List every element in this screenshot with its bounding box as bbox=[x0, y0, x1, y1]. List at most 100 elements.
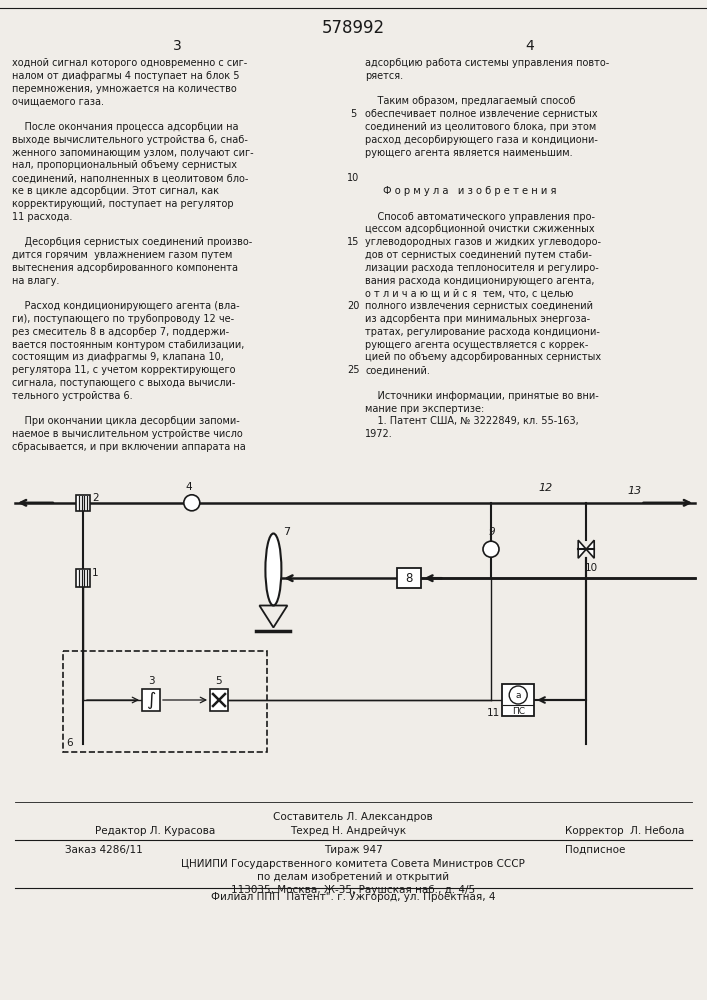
Text: цессом адсорбционной очистки сжиженных: цессом адсорбционной очистки сжиженных bbox=[365, 224, 595, 234]
Text: Заказ 4286/11: Заказ 4286/11 bbox=[65, 845, 143, 855]
Text: рующего агента осуществляется с коррек-: рующего агента осуществляется с коррек- bbox=[365, 340, 588, 350]
Text: вытеснения адсорбированного компонента: вытеснения адсорбированного компонента bbox=[12, 263, 238, 273]
Text: 2: 2 bbox=[92, 493, 98, 503]
Text: расход десорбирующего газа и кондициони-: расход десорбирующего газа и кондициони- bbox=[365, 135, 598, 145]
Text: 8: 8 bbox=[406, 572, 413, 585]
Text: дится горячим  увлажнением газом путем: дится горячим увлажнением газом путем bbox=[12, 250, 233, 260]
Text: 3: 3 bbox=[173, 39, 182, 53]
Text: 11 расхода.: 11 расхода. bbox=[12, 212, 72, 222]
Bar bbox=[142, 689, 160, 711]
Text: тельного устройства 6.: тельного устройства 6. bbox=[12, 391, 133, 401]
Text: 20: 20 bbox=[347, 301, 359, 311]
Text: 4: 4 bbox=[525, 39, 534, 53]
Bar bbox=[210, 689, 228, 711]
Text: При окончании цикла десорбции запоми-: При окончании цикла десорбции запоми- bbox=[12, 416, 240, 426]
Text: вания расхода кондиционирующего агента,: вания расхода кондиционирующего агента, bbox=[365, 276, 595, 286]
Text: очищаемого газа.: очищаемого газа. bbox=[12, 96, 104, 106]
Text: 3: 3 bbox=[148, 676, 154, 686]
Text: соединений.: соединений. bbox=[365, 365, 430, 375]
Text: Таким образом, предлагаемый способ: Таким образом, предлагаемый способ bbox=[365, 96, 575, 106]
Text: сигнала, поступающего с выхода вычисли-: сигнала, поступающего с выхода вычисли- bbox=[12, 378, 235, 388]
Text: После окончания процесса адсорбции на: После окончания процесса адсорбции на bbox=[12, 122, 238, 132]
Text: ке в цикле адсорбции. Этот сигнал, как: ке в цикле адсорбции. Этот сигнал, как bbox=[12, 186, 219, 196]
Text: 113035, Москва, Ж-35, Раушская наб., д. 4/5: 113035, Москва, Ж-35, Раушская наб., д. … bbox=[231, 885, 475, 895]
Text: 4: 4 bbox=[185, 482, 192, 492]
Text: рующего агента является наименьшим.: рующего агента является наименьшим. bbox=[365, 148, 573, 158]
Text: 11: 11 bbox=[487, 708, 500, 718]
Text: на влагу.: на влагу. bbox=[12, 276, 59, 286]
Bar bbox=[63, 651, 267, 752]
Text: 578992: 578992 bbox=[322, 19, 385, 37]
Text: корректирующий, поступает на регулятор: корректирующий, поступает на регулятор bbox=[12, 199, 233, 209]
Text: ги), поступающего по трубопроводу 12 че-: ги), поступающего по трубопроводу 12 че- bbox=[12, 314, 234, 324]
Text: 1: 1 bbox=[92, 568, 98, 578]
Text: углеводородных газов и жидких углеводоро-: углеводородных газов и жидких углеводоро… bbox=[365, 237, 601, 247]
Text: Тираж 947: Тираж 947 bbox=[324, 845, 382, 855]
Text: из адсорбента при минимальных энергоза-: из адсорбента при минимальных энергоза- bbox=[365, 314, 590, 324]
Text: соединений из цеолитового блока, при этом: соединений из цеолитового блока, при это… bbox=[365, 122, 596, 132]
Text: дов от сернистых соединений путем стаби-: дов от сернистых соединений путем стаби- bbox=[365, 250, 592, 260]
Text: по делам изобретений и открытий: по делам изобретений и открытий bbox=[257, 872, 449, 882]
Text: 1972.: 1972. bbox=[365, 429, 393, 439]
Text: мание при экспертизе:: мание при экспертизе: bbox=[365, 404, 484, 414]
Text: наемое в вычислительном устройстве число: наемое в вычислительном устройстве число bbox=[12, 429, 243, 439]
Text: 7: 7 bbox=[284, 527, 291, 537]
Polygon shape bbox=[586, 540, 594, 558]
Text: тратах, регулирование расхода кондициони-: тратах, регулирование расхода кондициони… bbox=[365, 327, 600, 337]
Bar bbox=[502, 684, 534, 716]
Text: лизации расхода теплоносителя и регулиро-: лизации расхода теплоносителя и регулиро… bbox=[365, 263, 599, 273]
Text: 9: 9 bbox=[489, 527, 496, 537]
Text: 10: 10 bbox=[347, 173, 359, 183]
Bar bbox=[397, 568, 421, 588]
Text: 10: 10 bbox=[585, 563, 597, 573]
Text: 12: 12 bbox=[538, 483, 553, 493]
Polygon shape bbox=[578, 540, 586, 558]
Text: 6: 6 bbox=[66, 738, 74, 748]
Text: Подписное: Подписное bbox=[565, 845, 626, 855]
Text: Ф о р м у л а   и з о б р е т е н и я: Ф о р м у л а и з о б р е т е н и я bbox=[383, 186, 556, 196]
Text: Филиал ППП  Патент". г. Ужгород, ул. Проектная, 4: Филиал ППП Патент". г. Ужгород, ул. Прое… bbox=[211, 892, 495, 902]
Text: Способ автоматического управления про-: Способ автоматического управления про- bbox=[365, 212, 595, 222]
Text: налом от диафрагмы 4 поступает на блок 5: налом от диафрагмы 4 поступает на блок 5 bbox=[12, 71, 240, 81]
Text: Редактор Л. Курасова: Редактор Л. Курасова bbox=[95, 826, 215, 836]
Text: Техред Н. Андрейчук: Техред Н. Андрейчук bbox=[290, 826, 406, 836]
Text: Составитель Л. Александров: Составитель Л. Александров bbox=[273, 812, 433, 822]
Text: Корректор  Л. Небола: Корректор Л. Небола bbox=[565, 826, 684, 836]
Text: ПС: ПС bbox=[512, 706, 525, 716]
Text: вается постоянным контуром стабилизации,: вается постоянным контуром стабилизации, bbox=[12, 340, 245, 350]
Text: обеспечивает полное извлечение сернистых: обеспечивает полное извлечение сернистых bbox=[365, 109, 597, 119]
Text: выходе вычислительного устройства 6, снаб-: выходе вычислительного устройства 6, сна… bbox=[12, 135, 248, 145]
Text: рез смеситель 8 в адсорбер 7, поддержи-: рез смеситель 8 в адсорбер 7, поддержи- bbox=[12, 327, 229, 337]
Text: 13: 13 bbox=[627, 486, 641, 496]
Text: Источники информации, принятые во вни-: Источники информации, принятые во вни- bbox=[365, 391, 599, 401]
Circle shape bbox=[509, 686, 527, 704]
Text: Десорбция сернистых соединений произво-: Десорбция сернистых соединений произво- bbox=[12, 237, 252, 247]
Text: 25: 25 bbox=[346, 365, 359, 375]
Text: ряется.: ряется. bbox=[365, 71, 403, 81]
Text: женного запоминающим узлом, получают сиг-: женного запоминающим узлом, получают сиг… bbox=[12, 148, 254, 158]
Text: 5: 5 bbox=[216, 676, 222, 686]
Text: цией по объему адсорбированных сернистых: цией по объему адсорбированных сернистых bbox=[365, 352, 601, 362]
Text: 5: 5 bbox=[350, 109, 356, 119]
Text: Расход кондиционирующего агента (вла-: Расход кондиционирующего агента (вла- bbox=[12, 301, 240, 311]
Text: ∫: ∫ bbox=[146, 691, 156, 709]
Circle shape bbox=[483, 541, 499, 557]
Text: перемножения, умножается на количество: перемножения, умножается на количество bbox=[12, 84, 237, 94]
Text: состоящим из диафрагмы 9, клапана 10,: состоящим из диафрагмы 9, клапана 10, bbox=[12, 352, 224, 362]
Text: адсорбцию работа системы управления повто-: адсорбцию работа системы управления повт… bbox=[365, 58, 609, 68]
Text: 15: 15 bbox=[347, 237, 359, 247]
Text: ходной сигнал которого одновременно с сиг-: ходной сигнал которого одновременно с си… bbox=[12, 58, 247, 68]
Text: а: а bbox=[515, 690, 521, 700]
Circle shape bbox=[184, 495, 200, 511]
Bar bbox=[76, 495, 90, 511]
Text: соединений, наполненных в цеолитовом бло-: соединений, наполненных в цеолитовом бло… bbox=[12, 173, 248, 183]
Text: о т л и ч а ю щ и й с я  тем, что, с целью: о т л и ч а ю щ и й с я тем, что, с цель… bbox=[365, 288, 573, 298]
Ellipse shape bbox=[265, 534, 281, 605]
Text: 1. Патент США, № 3222849, кл. 55-163,: 1. Патент США, № 3222849, кл. 55-163, bbox=[365, 416, 579, 426]
Bar bbox=[76, 569, 90, 587]
Text: сбрасывается, и при включении аппарата на: сбрасывается, и при включении аппарата н… bbox=[12, 442, 246, 452]
Text: полного извлечения сернистых соединений: полного извлечения сернистых соединений bbox=[365, 301, 593, 311]
Text: нал, пропорциональный объему сернистых: нал, пропорциональный объему сернистых bbox=[12, 160, 237, 170]
Text: ЦНИИПИ Государственного комитета Совета Министров СССР: ЦНИИПИ Государственного комитета Совета … bbox=[181, 859, 525, 869]
Text: регулятора 11, с учетом корректирующего: регулятора 11, с учетом корректирующего bbox=[12, 365, 235, 375]
